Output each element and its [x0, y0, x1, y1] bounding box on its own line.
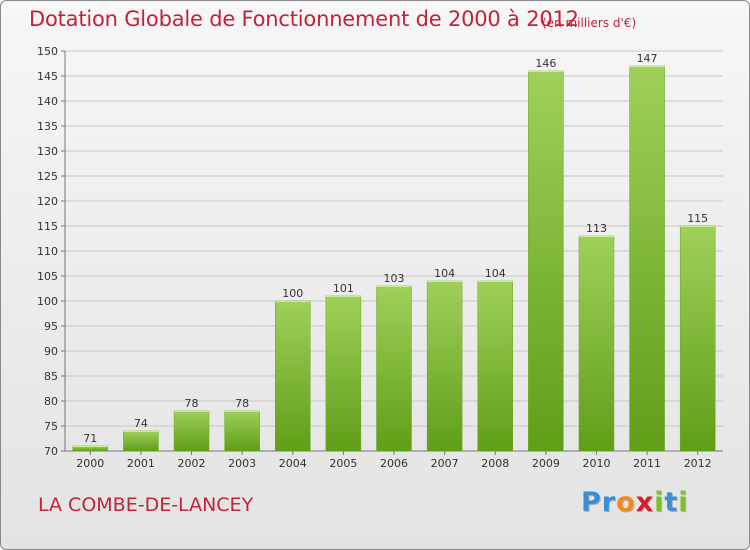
value-label: 100 — [282, 287, 303, 300]
y-tick-label: 145 — [37, 70, 58, 83]
y-tick-label: 125 — [37, 170, 58, 183]
y-tick-label: 80 — [44, 395, 58, 408]
value-label: 113 — [586, 222, 607, 235]
logo-letter: i — [678, 487, 689, 518]
logo-letter: r — [601, 487, 617, 518]
value-label: 71 — [83, 432, 97, 445]
value-label: 104 — [485, 267, 506, 280]
y-tick-label: 75 — [44, 420, 58, 433]
y-tick-label: 130 — [37, 145, 58, 158]
x-tick-label: 2002 — [178, 457, 206, 470]
y-tick-label: 105 — [37, 270, 58, 283]
y-tick-label: 100 — [37, 295, 58, 308]
value-label: 115 — [687, 212, 708, 225]
chart-title: Dotation Globale de Fonctionnement de 20… — [29, 7, 579, 31]
x-tick-label: 2011 — [633, 457, 661, 470]
x-tick-label: 2000 — [76, 457, 104, 470]
y-tick-label: 85 — [44, 370, 58, 383]
bar — [173, 410, 210, 452]
x-tick-label: 2008 — [481, 457, 509, 470]
logo-letter: o — [616, 487, 636, 518]
value-label: 104 — [434, 267, 455, 280]
bar — [376, 285, 412, 452]
x-tick-label: 2003 — [228, 457, 256, 470]
bar — [629, 65, 665, 452]
y-tick-label: 95 — [44, 320, 58, 333]
bar — [477, 280, 513, 452]
value-label: 147 — [637, 52, 658, 65]
logo-letter: t — [664, 487, 679, 518]
label-layer: 71 74 78 78 100 101 103 104 104 146 113 147 115 — [83, 52, 708, 445]
y-tick-label: 150 — [37, 45, 58, 58]
x-tick-label: 2006 — [380, 457, 408, 470]
y-tick-label: 140 — [37, 95, 58, 108]
x-tick-label: 2010 — [582, 457, 610, 470]
y-tick-label: 120 — [37, 195, 58, 208]
x-tick-label: 2007 — [431, 457, 459, 470]
x-tick-label: 2001 — [127, 457, 155, 470]
y-tick-label: 90 — [44, 345, 58, 358]
value-label: 78 — [185, 397, 199, 410]
bar — [578, 235, 615, 452]
bar — [325, 295, 362, 452]
value-label: 74 — [134, 417, 148, 430]
y-tick-label: 115 — [37, 220, 58, 233]
y-tick-label: 135 — [37, 120, 58, 133]
x-tick-label: 2009 — [532, 457, 560, 470]
commune-name: LA COMBE-DE-LANCEY — [38, 494, 254, 516]
value-label: 146 — [535, 57, 556, 70]
bar — [224, 410, 260, 452]
y-tick-label: 70 — [44, 445, 58, 458]
value-label: 101 — [333, 282, 354, 295]
value-label: 78 — [235, 397, 249, 410]
bar-layer — [72, 65, 716, 452]
bar — [528, 70, 564, 452]
x-tick-label: 2005 — [329, 457, 357, 470]
bar — [679, 225, 716, 452]
x-tick-label: 2004 — [279, 457, 307, 470]
logo-letter: x — [635, 487, 655, 518]
logo-letter: P — [581, 487, 602, 518]
bar — [426, 280, 463, 452]
bar — [123, 430, 159, 452]
y-tick-label: 110 — [37, 245, 58, 258]
value-label: 103 — [384, 272, 405, 285]
proxiti-logo: Proxiti — [581, 487, 689, 518]
logo-letter: i — [654, 487, 665, 518]
bar — [275, 300, 311, 452]
x-tick-label: 2012 — [684, 457, 712, 470]
chart-subtitle: (en milliers d'€) — [542, 16, 637, 30]
